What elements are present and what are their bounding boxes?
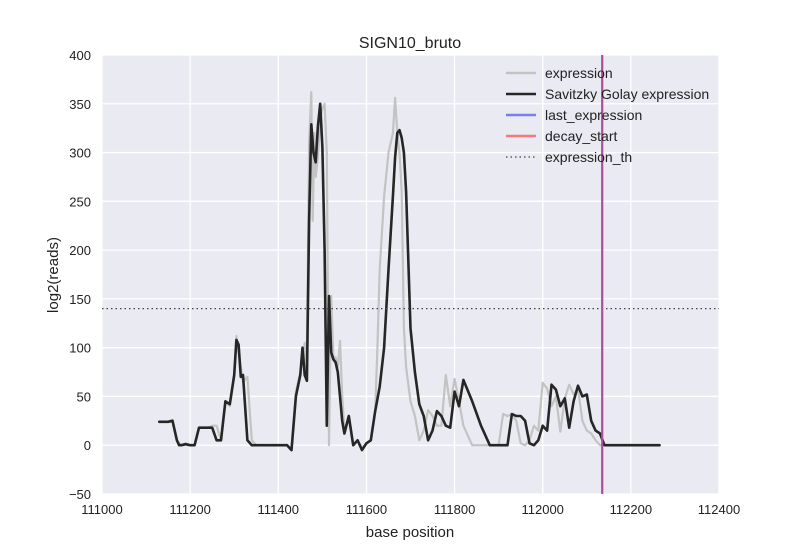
y-tick-label: 100: [69, 341, 91, 356]
legend-label: expression: [545, 65, 613, 81]
x-tick-label: 112200: [610, 502, 652, 517]
y-tick-label: 200: [69, 243, 91, 258]
x-tick-labels: 111000 111200 111400 111600 111800 112000 1122…: [81, 502, 740, 517]
x-tick-label: 111800: [434, 502, 475, 517]
x-axis-label: base position: [366, 524, 454, 541]
x-tick-label: 112400: [698, 502, 740, 517]
y-tick-label: 350: [69, 97, 91, 112]
legend-label: decay_start: [545, 128, 617, 144]
series-layer: [158, 90, 661, 452]
y-tick-label: −50: [69, 487, 91, 502]
x-tick-label: 111000: [81, 502, 122, 517]
legend-label: Savitzky Golay expression: [545, 86, 709, 102]
y-tick-labels: −50 0 50 100 150 200 250 300 350 400: [69, 48, 91, 502]
y-tick-label: 150: [69, 292, 91, 307]
plot-background: [102, 55, 719, 494]
x-tick-label: 111200: [169, 502, 210, 517]
y-axis-label: log2(reads): [45, 237, 62, 313]
legend-label: last_expression: [545, 107, 642, 123]
chart-title: SIGN10_bruto: [359, 35, 461, 52]
y-tick-label: 400: [69, 48, 91, 63]
legend: expression Savitzky Golay expression last_…: [506, 65, 709, 165]
y-tick-label: 300: [69, 146, 91, 161]
savitzky-golay-line: [158, 102, 661, 452]
x-tick-label: 111600: [346, 502, 387, 517]
y-tick-label: 0: [84, 438, 91, 453]
y-tick-label: 50: [77, 389, 91, 404]
x-tick-label: 111400: [258, 502, 299, 517]
y-tick-label: 250: [69, 194, 91, 209]
legend-label: expression_th: [545, 149, 632, 165]
x-tick-label: 112000: [522, 502, 564, 517]
